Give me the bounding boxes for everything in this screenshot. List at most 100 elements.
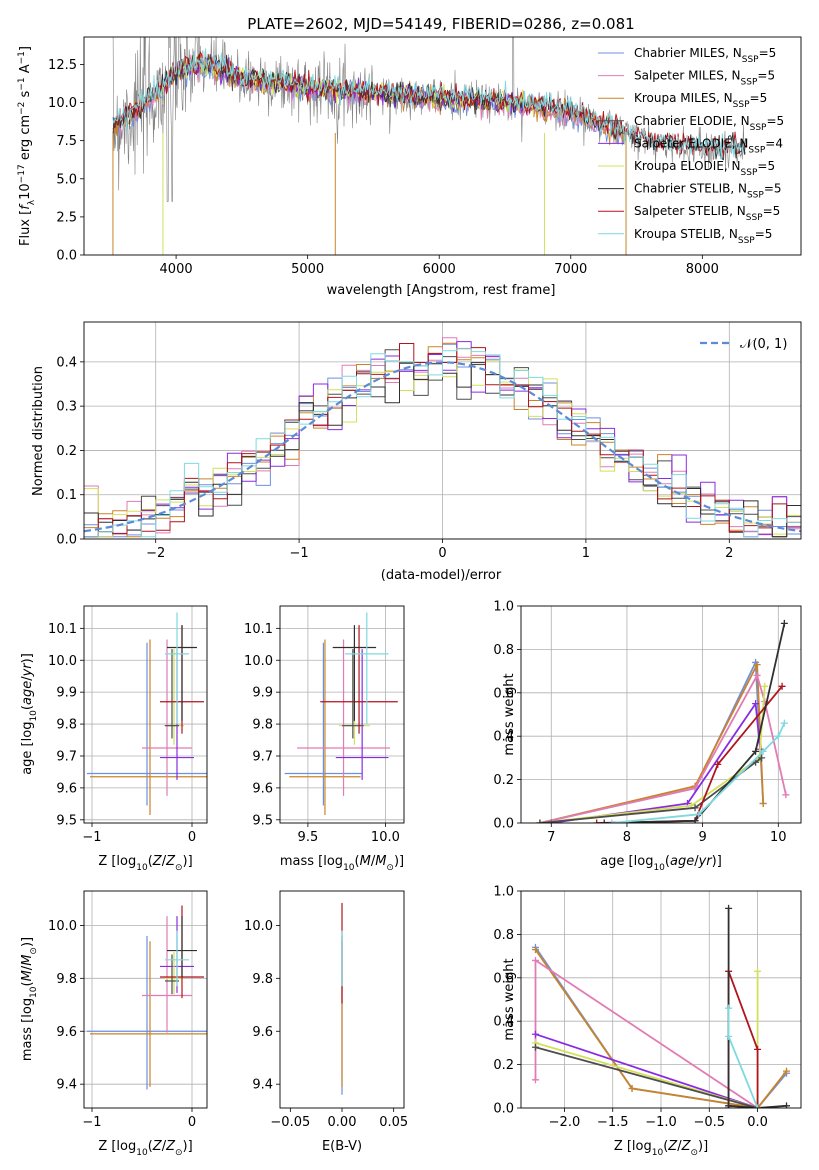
label-part: f bbox=[18, 203, 33, 210]
label-part: −1 bbox=[17, 51, 27, 64]
label-part: 10 bbox=[652, 1148, 664, 1158]
y-tick-label: 10.0 bbox=[48, 919, 77, 934]
label-part: Z bbox=[165, 1139, 176, 1154]
error-bar-kroupa-stelib bbox=[165, 930, 189, 987]
label-part: yr bbox=[20, 662, 35, 678]
weight-line-kroupa-miles bbox=[534, 949, 788, 1108]
legend-label-3: Chabrier ELODIE, NSSP=5 bbox=[634, 114, 784, 133]
label-part: erg cm bbox=[18, 115, 33, 164]
y-tick-label: 0.4 bbox=[493, 730, 514, 745]
weight-line-kroupa-elodie bbox=[539, 686, 766, 823]
x-tick-label: 0.00 bbox=[328, 1115, 357, 1130]
label-part: ⊙ bbox=[175, 1148, 183, 1158]
error-bar-kroupa-elodie bbox=[164, 951, 184, 995]
y-tick-label: 9.7 bbox=[252, 749, 273, 764]
label-part: −1 bbox=[17, 77, 27, 90]
label-part: Salpeter MILES, N bbox=[634, 69, 741, 83]
y-tick-label: 9.6 bbox=[56, 781, 77, 796]
weight-line-salpeter-elodie bbox=[535, 1033, 758, 1108]
y-tick-label: 0.3 bbox=[56, 400, 77, 415]
data-point-marker bbox=[608, 819, 616, 823]
y-tick-label: 7.5 bbox=[56, 134, 77, 149]
y-tick-label: 0.2 bbox=[493, 773, 514, 788]
x-tick-label: −2.0 bbox=[549, 1115, 581, 1130]
data-point-marker bbox=[782, 791, 790, 799]
axes-frame bbox=[83, 321, 802, 540]
data-point-marker bbox=[752, 700, 760, 708]
error-bar-chabrier-stelib bbox=[332, 625, 377, 721]
axes-mass-vs-Z: −1 09.49.69.810.0Z [log10(Z/Z⊙)]mass [log… bbox=[20, 890, 208, 1158]
plot-area bbox=[84, 891, 207, 1108]
x-tick-label: 6000 bbox=[423, 262, 456, 277]
x-tick-label: 1 bbox=[582, 546, 590, 561]
y-tick-label: 0.6 bbox=[493, 686, 514, 701]
x-tick-label: 8 bbox=[623, 830, 631, 845]
x-axis-label: age [log10(age/yr)] bbox=[600, 854, 722, 873]
label-part: )] bbox=[394, 854, 404, 869]
label-part: =4 bbox=[765, 136, 783, 150]
axes-frame bbox=[520, 890, 802, 1109]
label-part: Z [log bbox=[614, 1139, 652, 1154]
error-bar-chabrier-stelib bbox=[167, 625, 197, 721]
data-point-marker bbox=[691, 817, 699, 823]
y-tick-label: 0.0 bbox=[56, 533, 77, 548]
label-part: yr bbox=[698, 854, 714, 869]
x-tick-label: 0 bbox=[438, 546, 446, 561]
label-part: 10 bbox=[18, 183, 33, 200]
x-tick-label: 0.05 bbox=[379, 1115, 408, 1130]
plot-area bbox=[521, 891, 801, 1108]
label-part: =5 bbox=[764, 182, 782, 196]
y-tick-label: 0.4 bbox=[56, 355, 77, 370]
axes-frame bbox=[520, 605, 802, 824]
y-axis-label: mass [log10(M/M⊙)] bbox=[20, 937, 39, 1061]
plot-area bbox=[280, 606, 404, 823]
y-tick-label: 0.2 bbox=[493, 1058, 514, 1073]
legend-label-5: Kroupa ELODIE, NSSP=5 bbox=[634, 159, 775, 178]
label-part: ( bbox=[148, 854, 153, 869]
label-part: s bbox=[18, 90, 33, 101]
legend-label-4: Salpeter ELODIE, NSSP=4 bbox=[634, 136, 783, 155]
label-part: SSP bbox=[750, 123, 767, 133]
weight-line-chabrier-elodie bbox=[535, 1046, 758, 1108]
error-bar-salpeter-elodie bbox=[335, 649, 389, 780]
weight-line-kroupa-elodie bbox=[535, 971, 759, 1108]
figure-title: PLATE=2602, MJD=54149, FIBERID=0286, z=0… bbox=[247, 15, 634, 33]
label-part: Kroupa STELIB, N bbox=[634, 227, 738, 241]
label-part: A bbox=[18, 64, 33, 77]
plot-area bbox=[84, 322, 801, 539]
x-tick-label: −1 bbox=[82, 830, 101, 845]
residual-histogram-salpeter-miles bbox=[84, 337, 801, 535]
error-bar-kroupa-stelib bbox=[165, 612, 189, 725]
x-axis-label: Z [log10(Z/Z⊙)] bbox=[98, 854, 192, 873]
label-part: −2 bbox=[17, 102, 27, 115]
label-part: SSP bbox=[747, 191, 764, 201]
y-tick-label: 10.0 bbox=[244, 654, 273, 669]
data-point-marker bbox=[759, 799, 767, 807]
label-part: ( bbox=[20, 705, 35, 710]
label-part: Z bbox=[165, 854, 176, 869]
label-part: )] bbox=[183, 854, 193, 869]
label-part: Z bbox=[667, 1139, 678, 1154]
y-tick-label: 9.8 bbox=[252, 972, 273, 987]
label-part: Z [log bbox=[98, 854, 136, 869]
residual-histogram-kroupa-miles bbox=[84, 342, 801, 538]
label-part: Salpeter ELODIE, N bbox=[634, 136, 748, 150]
legend-label-1: Salpeter MILES, NSSP=5 bbox=[634, 69, 775, 88]
data-point-marker bbox=[754, 1104, 762, 1108]
data-point-marker bbox=[600, 819, 608, 823]
y-axis-label: Flux [fλ10−17 erg cm−2 s−1 A−1] bbox=[17, 46, 37, 246]
data-point-marker bbox=[783, 1102, 791, 1108]
legend-label-6: Chabrier STELIB, NSSP=5 bbox=[634, 182, 782, 201]
y-axis-label: Normed distribution bbox=[31, 366, 46, 496]
data-point-marker bbox=[752, 747, 760, 755]
label-part: Flux [ bbox=[18, 210, 33, 246]
axes-frame bbox=[279, 890, 405, 1109]
weight-line-salpeter-stelib bbox=[727, 970, 759, 1108]
weight-line-chabrier-stelib bbox=[604, 623, 786, 823]
y-tick-label: 9.8 bbox=[252, 718, 273, 733]
data-point-marker bbox=[758, 754, 766, 762]
label-part: mass [log bbox=[280, 854, 343, 869]
error-bar-salpeter-miles bbox=[297, 639, 391, 796]
x-axis-label: Z [log10(Z/Z⊙)] bbox=[614, 1139, 708, 1158]
label-part: 10 bbox=[653, 863, 665, 873]
